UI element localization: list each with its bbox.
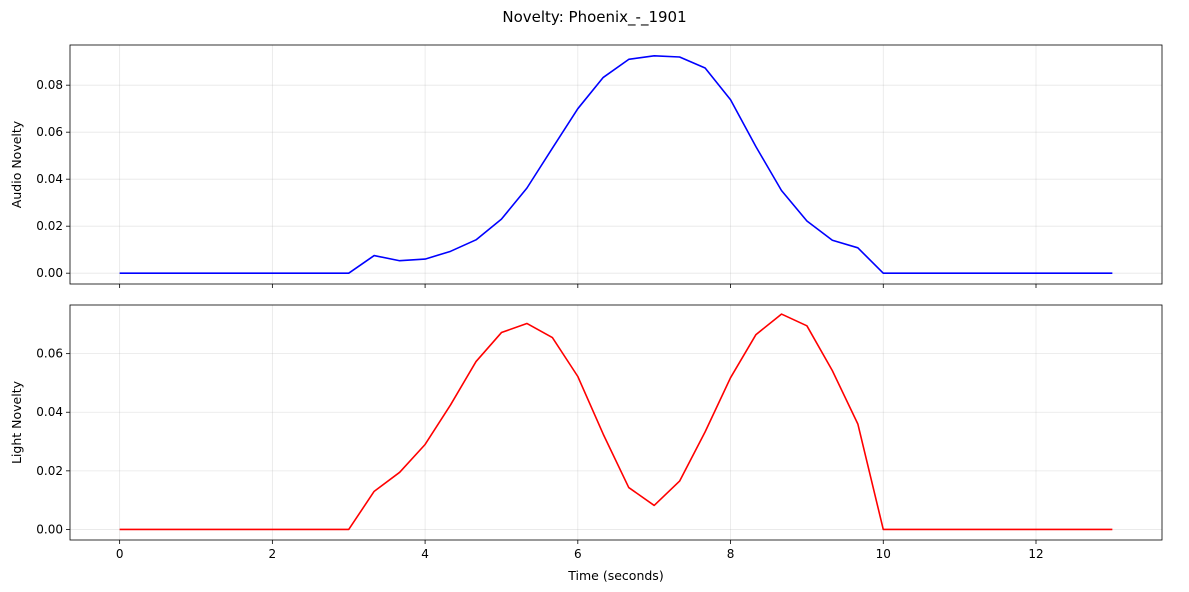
light-novelty-ylabel: Light Novelty: [9, 380, 24, 464]
light-novelty-xtick-label-2: 4: [421, 547, 429, 561]
audio-novelty-ytick-label-2: 0.04: [36, 172, 63, 186]
light-novelty-axes-frame: [69, 304, 1163, 541]
figure-title: Novelty: Phoenix_-_1901: [502, 8, 686, 27]
light-novelty-ytick-label-1: 0.02: [36, 464, 63, 478]
light-novelty-xtick-label-6: 12: [1028, 547, 1043, 561]
audio-novelty-ylabel: Audio Novelty: [9, 120, 24, 208]
light-novelty-xtick-label-5: 10: [876, 547, 891, 561]
audio-novelty-panel: 0.00 0.02 0.04 0.06 0.08 Audio Novelty: [9, 44, 1163, 288]
audio-novelty-ytick-label-4: 0.08: [36, 78, 63, 92]
audio-novelty-ytick-label-1: 0.02: [36, 219, 63, 233]
light-novelty-xtick-label-0: 0: [116, 547, 124, 561]
light-novelty-xtick-label-1: 2: [269, 547, 277, 561]
audio-novelty-axes-frame: [69, 44, 1163, 285]
light-novelty-series-line-0: [119, 313, 1113, 531]
light-novelty-xlabel: Time (seconds): [567, 568, 663, 583]
light-novelty-ytick-label-0: 0.00: [36, 522, 63, 536]
light-novelty-ytick-label-3: 0.06: [36, 347, 63, 361]
light-novelty-xtick-label-4: 8: [727, 547, 735, 561]
audio-novelty-ytick-label-0: 0.00: [36, 266, 63, 280]
light-novelty-panel: 0 2 4 6 8 10 12 0.00 0.02 0.04 0.06 Light Novelty Ti…: [9, 304, 1163, 583]
audio-novelty-series-line-0: [119, 55, 1113, 274]
light-novelty-xtick-label-3: 6: [574, 547, 582, 561]
audio-novelty-ytick-label-3: 0.06: [36, 125, 63, 139]
light-novelty-ytick-label-2: 0.04: [36, 405, 63, 419]
